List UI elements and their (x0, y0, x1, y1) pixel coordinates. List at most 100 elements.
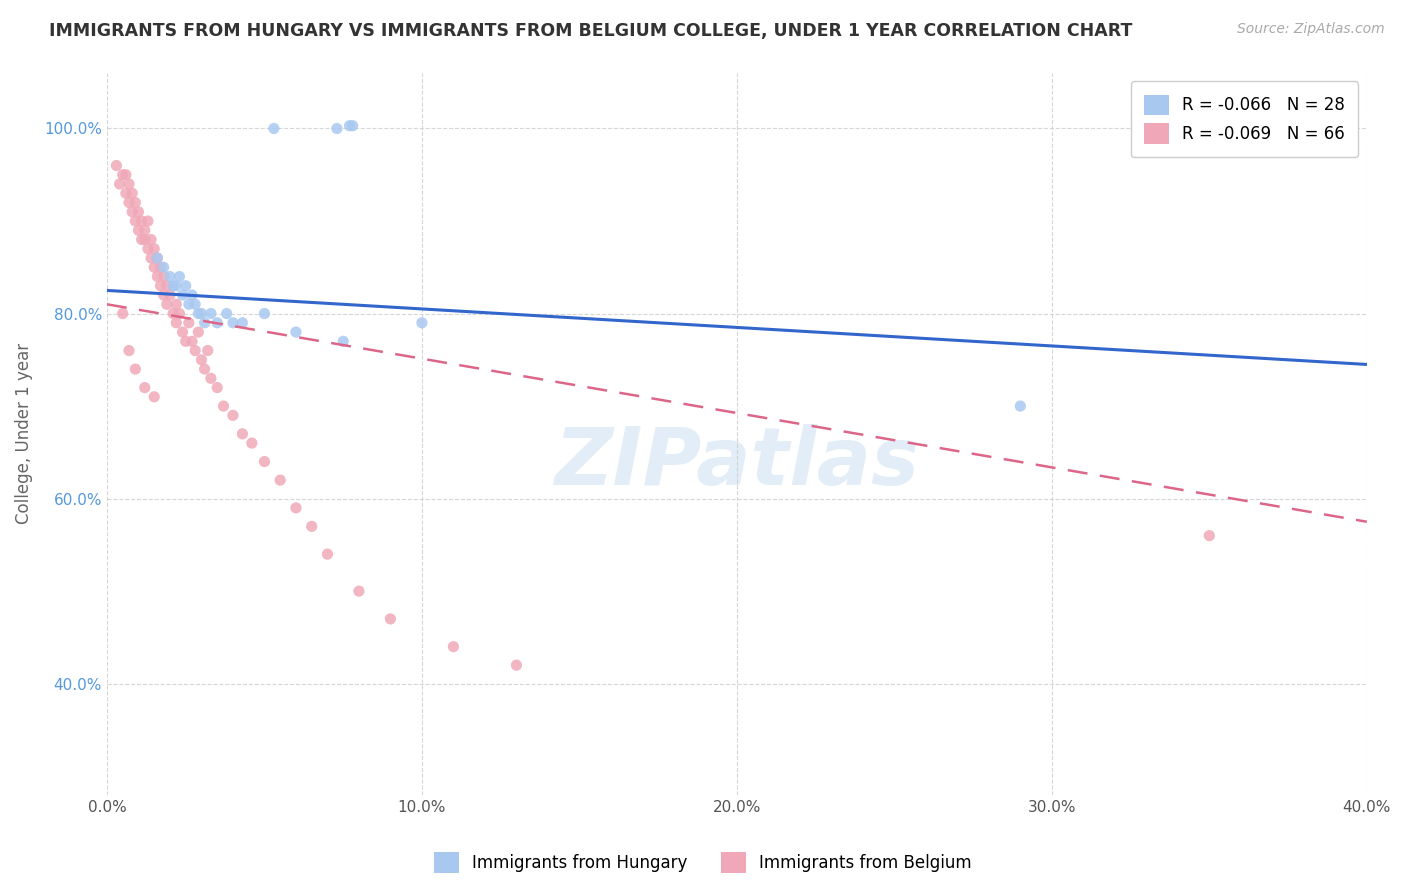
Point (174, 334, 197, 349)
Point (143, 242, 166, 256)
Text: IMMIGRANTS FROM HUNGARY VS IMMIGRANTS FROM BELGIUM COLLEGE, UNDER 1 YEAR CORRELA: IMMIGRANTS FROM HUNGARY VS IMMIGRANTS FR… (49, 22, 1133, 40)
Point (1198, 528, 1220, 542)
Point (111, 168, 134, 182)
Point (131, 233, 153, 247)
Point (146, 269, 169, 284)
Point (326, 121, 349, 136)
Point (169, 307, 191, 321)
Point (146, 251, 169, 265)
Point (332, 334, 354, 349)
Point (441, 640, 464, 654)
Point (165, 316, 187, 330)
Point (118, 195, 141, 210)
Point (231, 426, 253, 441)
Point (190, 307, 212, 321)
Point (115, 168, 138, 182)
Point (149, 260, 172, 275)
Point (149, 278, 172, 293)
Point (347, 584, 370, 599)
Point (190, 352, 212, 367)
Legend: Immigrants from Hungary, Immigrants from Belgium: Immigrants from Hungary, Immigrants from… (427, 846, 979, 880)
Point (127, 223, 149, 237)
Point (159, 288, 181, 302)
Point (134, 233, 156, 247)
Point (263, 121, 285, 136)
Point (181, 288, 204, 302)
Point (380, 612, 402, 626)
Point (143, 390, 166, 404)
Point (253, 307, 276, 321)
Point (136, 242, 159, 256)
Point (181, 334, 204, 349)
Point (339, 119, 361, 133)
Point (269, 473, 291, 487)
Point (231, 316, 253, 330)
Point (115, 186, 138, 201)
Point (194, 362, 217, 376)
Point (222, 409, 245, 423)
Point (162, 307, 184, 321)
Point (411, 316, 433, 330)
Point (187, 325, 209, 339)
Point (127, 204, 149, 219)
Point (177, 316, 200, 330)
Y-axis label: College, Under 1 year: College, Under 1 year (15, 343, 32, 524)
Point (240, 436, 263, 450)
Point (205, 316, 228, 330)
Point (172, 325, 194, 339)
Point (253, 454, 276, 468)
Point (118, 343, 141, 358)
Point (162, 278, 184, 293)
Point (200, 307, 222, 321)
Point (200, 371, 222, 385)
Point (139, 251, 162, 265)
Point (152, 260, 174, 275)
Point (222, 316, 245, 330)
Point (301, 519, 323, 533)
Point (156, 278, 179, 293)
Point (212, 399, 235, 413)
Point (131, 214, 153, 228)
Point (177, 297, 200, 311)
Point (165, 297, 187, 311)
Point (121, 186, 143, 201)
Point (342, 119, 364, 133)
Point (139, 233, 162, 247)
Point (316, 547, 339, 561)
Point (118, 177, 141, 191)
Point (111, 307, 134, 321)
Point (284, 500, 307, 515)
Point (108, 177, 131, 191)
Point (172, 288, 194, 302)
Point (194, 316, 217, 330)
Point (105, 159, 128, 173)
Point (174, 278, 197, 293)
Point (152, 269, 174, 284)
Text: ZIPatlas: ZIPatlas (554, 424, 920, 501)
Point (143, 260, 166, 275)
Point (205, 381, 228, 395)
Text: Source: ZipAtlas.com: Source: ZipAtlas.com (1237, 22, 1385, 37)
Point (284, 325, 307, 339)
Point (184, 297, 207, 311)
Point (124, 362, 146, 376)
Point (165, 278, 187, 293)
Point (134, 381, 156, 395)
Point (197, 343, 219, 358)
Point (146, 251, 169, 265)
Point (136, 214, 159, 228)
Point (505, 658, 527, 673)
Point (187, 307, 209, 321)
Point (184, 343, 207, 358)
Legend: R = -0.066   N = 28, R = -0.069   N = 66: R = -0.066 N = 28, R = -0.069 N = 66 (1130, 81, 1358, 157)
Point (159, 269, 181, 284)
Point (134, 223, 156, 237)
Point (156, 297, 179, 311)
Point (124, 214, 146, 228)
Point (124, 195, 146, 210)
Point (121, 204, 143, 219)
Point (169, 269, 191, 284)
Point (215, 307, 238, 321)
Point (152, 288, 174, 302)
Point (1010, 399, 1032, 413)
